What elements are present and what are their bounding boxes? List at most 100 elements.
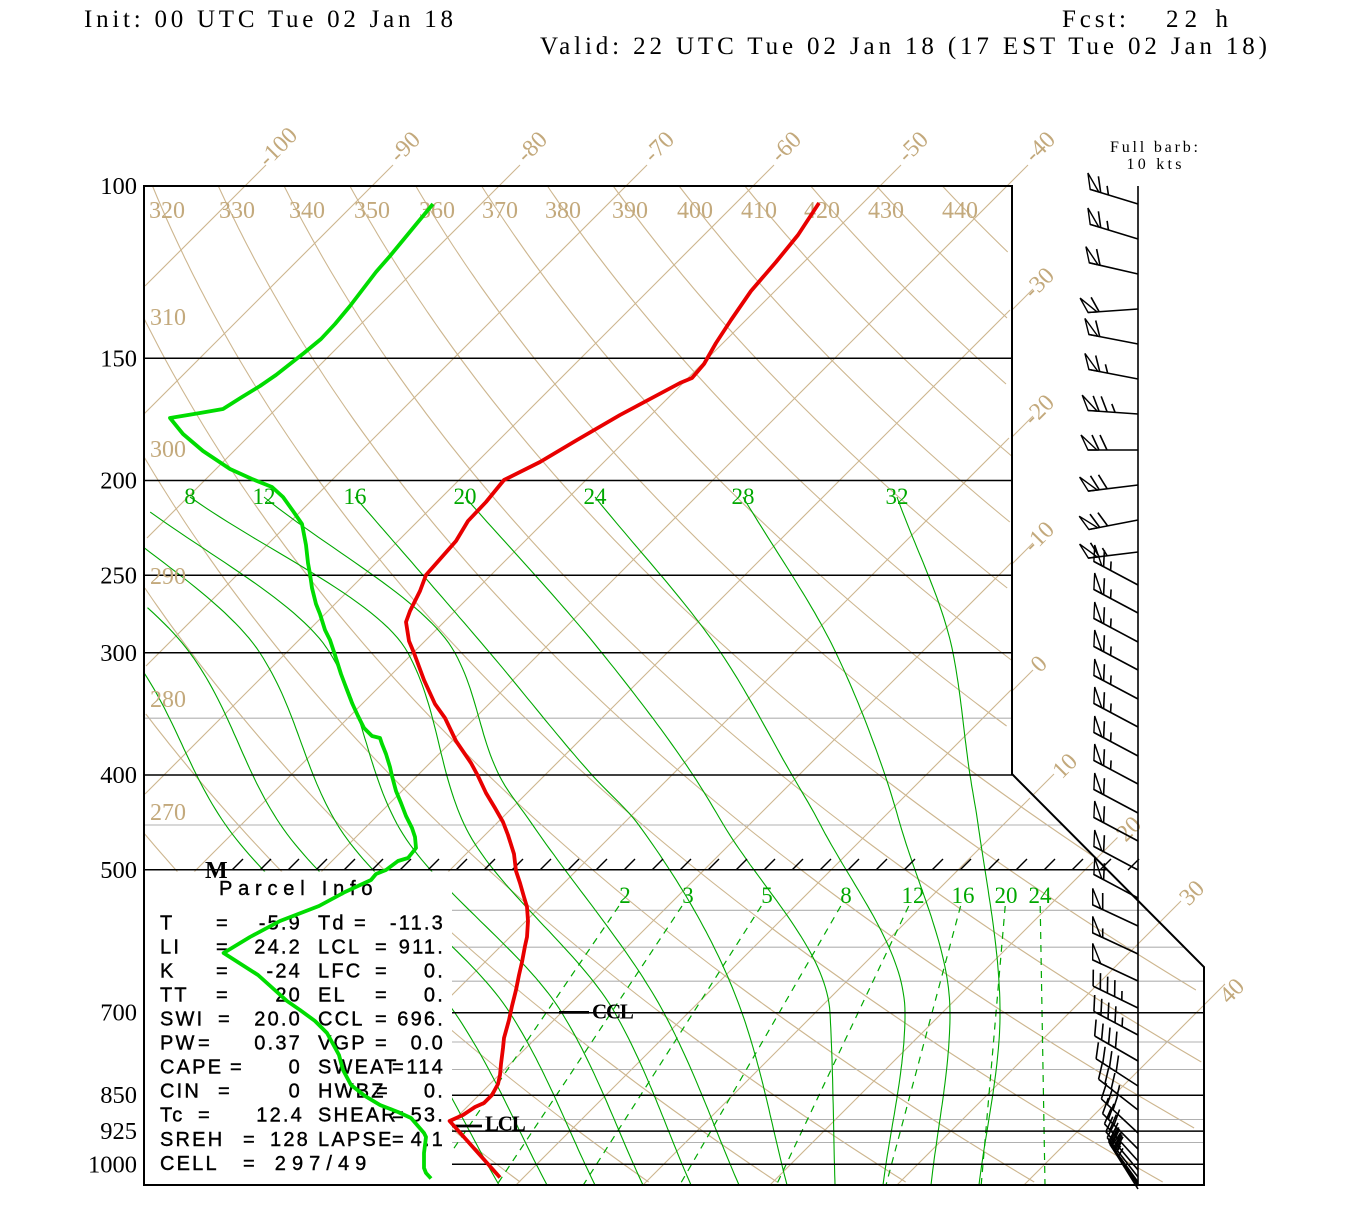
- svg-text:PW: PW: [160, 1033, 197, 1055]
- svg-text:=: =: [376, 1081, 390, 1103]
- svg-text:380: 380: [545, 198, 581, 224]
- svg-text:0: 0: [289, 1081, 302, 1103]
- svg-text:150: 150: [100, 345, 137, 372]
- svg-text:1000: 1000: [88, 1151, 137, 1178]
- svg-text:EL: EL: [318, 985, 347, 1007]
- svg-text:VGP: VGP: [318, 1033, 367, 1055]
- svg-text:LAPSE: LAPSE: [318, 1129, 393, 1151]
- svg-text:=: =: [375, 961, 389, 983]
- svg-text:Td: Td: [318, 913, 346, 935]
- svg-text:410: 410: [741, 198, 777, 224]
- svg-text:TT: TT: [160, 985, 189, 1007]
- svg-text:=: =: [216, 985, 230, 1007]
- svg-text:270: 270: [150, 800, 186, 826]
- svg-text:T: T: [160, 913, 174, 935]
- svg-text:53.: 53.: [411, 1105, 445, 1127]
- svg-text:SWI: SWI: [160, 1009, 204, 1031]
- svg-text:20: 20: [454, 484, 477, 509]
- svg-text:Full barb:: Full barb:: [1110, 139, 1198, 156]
- svg-text:=: =: [243, 1153, 257, 1175]
- svg-text:925: 925: [100, 1118, 137, 1145]
- svg-text:330: 330: [219, 198, 255, 224]
- svg-text:24.2: 24.2: [254, 937, 302, 959]
- svg-text:100: 100: [100, 173, 137, 200]
- svg-text:12.4: 12.4: [256, 1105, 304, 1127]
- svg-text:280: 280: [150, 687, 186, 713]
- svg-text:3: 3: [682, 883, 694, 908]
- svg-text:20.0: 20.0: [254, 1009, 302, 1031]
- svg-text:5: 5: [761, 883, 773, 908]
- svg-text:12: 12: [253, 484, 276, 509]
- svg-text:16: 16: [952, 883, 975, 908]
- svg-text:=: =: [218, 1081, 232, 1103]
- svg-text:=: =: [198, 1033, 212, 1055]
- svg-text:360: 360: [419, 198, 455, 224]
- svg-text:300: 300: [150, 437, 186, 463]
- svg-text:CCL: CCL: [318, 1009, 365, 1031]
- svg-text:400: 400: [100, 762, 137, 789]
- svg-text:20: 20: [995, 883, 1018, 908]
- svg-text:24: 24: [584, 484, 608, 509]
- svg-text:28: 28: [732, 484, 755, 509]
- svg-text:M: M: [205, 858, 228, 884]
- svg-text:-11.3: -11.3: [390, 913, 445, 935]
- svg-text:0: 0: [289, 1057, 302, 1079]
- svg-text:850: 850: [100, 1082, 137, 1109]
- svg-text:20: 20: [275, 985, 302, 1007]
- svg-text:32: 32: [886, 484, 909, 509]
- svg-text:-24: -24: [266, 961, 302, 983]
- svg-text:LI: LI: [160, 937, 181, 959]
- svg-text:310: 310: [150, 305, 186, 331]
- svg-text:SHEAR: SHEAR: [318, 1105, 398, 1127]
- svg-text:320: 320: [149, 198, 185, 224]
- svg-text:0.0: 0.0: [411, 1033, 445, 1055]
- svg-text:=: =: [218, 1009, 232, 1031]
- svg-text:=: =: [375, 937, 389, 959]
- svg-text:=: =: [375, 1009, 389, 1031]
- svg-text:24: 24: [1029, 883, 1053, 908]
- svg-text:0.37: 0.37: [254, 1033, 302, 1055]
- svg-text:2: 2: [619, 883, 631, 908]
- svg-text:=: =: [375, 1033, 389, 1055]
- svg-text:0.: 0.: [424, 1081, 445, 1103]
- svg-text:=: =: [198, 1105, 212, 1127]
- svg-text:114: 114: [407, 1057, 446, 1079]
- svg-text:0.: 0.: [424, 985, 445, 1007]
- svg-text:350: 350: [354, 198, 390, 224]
- svg-text:0.: 0.: [424, 961, 445, 983]
- svg-text:340: 340: [289, 198, 325, 224]
- svg-text:500: 500: [100, 857, 137, 884]
- svg-text:370: 370: [482, 198, 518, 224]
- svg-text:696.: 696.: [397, 1009, 445, 1031]
- svg-text:CELL: CELL: [160, 1153, 219, 1175]
- svg-text:CAPE: CAPE: [160, 1057, 223, 1079]
- svg-text:300: 300: [100, 640, 137, 667]
- svg-text:Init: 00 UTC Tue 02 Jan 18: Init: 00 UTC Tue 02 Jan 18: [84, 6, 453, 33]
- svg-text:=: =: [230, 1057, 244, 1079]
- svg-text:8: 8: [184, 484, 196, 509]
- svg-text:12: 12: [902, 883, 925, 908]
- svg-text:CIN: CIN: [160, 1081, 201, 1103]
- svg-text:Tc: Tc: [160, 1105, 184, 1127]
- svg-text:=: =: [354, 913, 368, 935]
- svg-text:290: 290: [150, 564, 186, 590]
- svg-text:430: 430: [868, 198, 904, 224]
- svg-text:440: 440: [942, 198, 978, 224]
- svg-text:200: 200: [100, 468, 137, 495]
- svg-text:K: K: [160, 961, 176, 983]
- svg-text:4.1: 4.1: [411, 1129, 445, 1151]
- svg-text:700: 700: [100, 1000, 137, 1027]
- svg-text:LCL: LCL: [485, 1112, 526, 1136]
- svg-text:=: =: [216, 961, 230, 983]
- svg-text:911.: 911.: [399, 937, 445, 959]
- svg-text:400: 400: [677, 198, 713, 224]
- svg-text:16: 16: [344, 484, 367, 509]
- svg-text:128: 128: [270, 1129, 310, 1151]
- svg-text:=: =: [392, 1057, 406, 1079]
- svg-text:=: =: [216, 913, 230, 935]
- svg-text:=: =: [392, 1129, 406, 1151]
- svg-text:LCL: LCL: [318, 937, 361, 959]
- svg-text:250: 250: [100, 562, 137, 589]
- svg-text:SREH: SREH: [160, 1129, 224, 1151]
- svg-text:LFC: LFC: [318, 961, 362, 983]
